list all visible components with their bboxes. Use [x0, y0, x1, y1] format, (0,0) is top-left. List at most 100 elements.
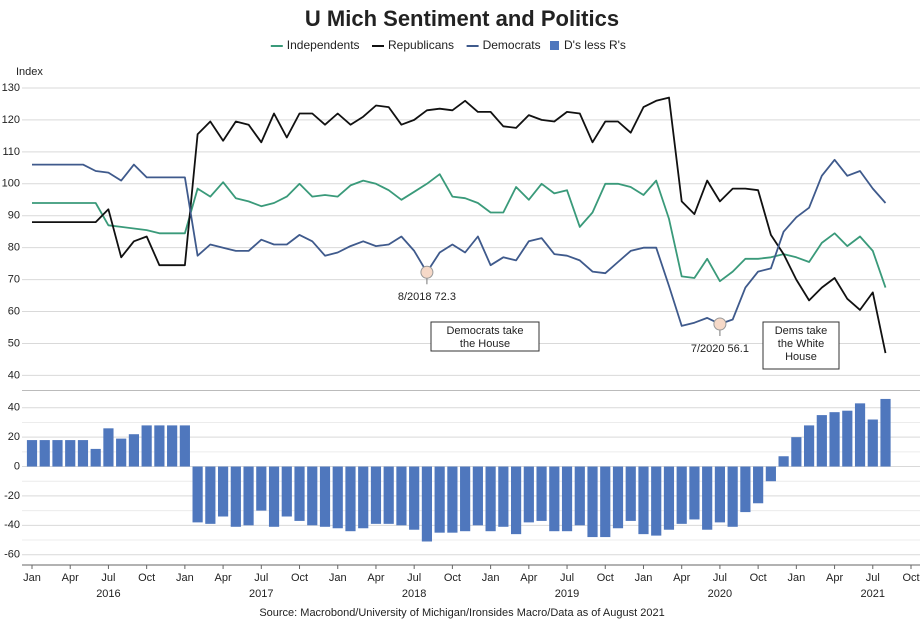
bar — [485, 466, 496, 532]
bar — [167, 425, 178, 467]
bar — [651, 466, 662, 536]
bar — [676, 466, 687, 524]
bar — [740, 466, 751, 513]
bar — [294, 466, 305, 521]
line-series — [32, 173, 887, 288]
x-year-label: 2021 — [861, 588, 885, 600]
y-tick-label: 110 — [2, 146, 20, 158]
legend-label: Democrats — [483, 38, 541, 52]
line-series — [32, 158, 887, 327]
annotation-text: the House — [460, 338, 510, 350]
bar — [842, 410, 853, 467]
bar — [26, 440, 38, 467]
bar — [230, 466, 241, 527]
y-tick-label: 60 — [8, 305, 20, 317]
annotation-frame — [430, 321, 540, 352]
bar — [434, 466, 445, 533]
bar — [332, 466, 343, 529]
legend-label: Independents — [287, 38, 360, 52]
bar — [307, 466, 318, 526]
x-tick-label: Jan — [23, 572, 41, 584]
y-tick-label: 120 — [2, 114, 20, 126]
bar — [600, 466, 611, 538]
legend-label: D's less R's — [564, 38, 626, 52]
bar — [625, 466, 636, 521]
y-tick-label: 40 — [8, 369, 20, 381]
x-tick-label: Apr — [826, 572, 843, 584]
source-note: Source: Macrobond/University of Michigan… — [259, 607, 664, 619]
bar — [370, 466, 382, 524]
bar — [256, 466, 267, 511]
bar — [612, 466, 624, 529]
x-tick-label: Apr — [367, 572, 384, 584]
bar — [268, 466, 280, 527]
bar — [587, 466, 598, 538]
x-tick-label: Jul — [101, 572, 115, 584]
bar — [791, 437, 802, 467]
bar — [727, 466, 738, 527]
annotation-marker — [420, 265, 434, 279]
line-series — [32, 96, 887, 354]
x-tick-label: Oct — [138, 572, 155, 584]
bar — [510, 466, 522, 535]
y-tick-label: 130 — [2, 82, 20, 94]
x-tick-label: Jul — [713, 572, 727, 584]
bar — [549, 466, 560, 532]
bar — [217, 466, 229, 517]
y2-tick-label: -60 — [4, 549, 20, 561]
annotation-text: Democrats take — [446, 325, 523, 337]
bar — [141, 425, 152, 467]
y-tick-label: 70 — [8, 274, 20, 286]
chart-title: U Mich Sentiment and Politics — [305, 6, 619, 31]
bar — [243, 466, 254, 526]
bar — [753, 466, 764, 504]
bar — [421, 466, 433, 542]
y2-tick-label: 0 — [14, 460, 20, 472]
bar — [765, 466, 776, 482]
bar — [498, 466, 509, 527]
bar — [880, 398, 891, 467]
bar — [854, 403, 866, 467]
y2-tick-label: 20 — [8, 431, 20, 443]
bar — [39, 440, 50, 467]
y2-tick-label: -20 — [4, 490, 20, 502]
x-tick-label: Jul — [407, 572, 421, 584]
bar — [867, 419, 878, 467]
bar — [472, 466, 483, 526]
bar — [778, 456, 789, 467]
bar — [345, 466, 356, 532]
bar — [65, 440, 76, 467]
bar — [689, 466, 700, 520]
bar — [116, 438, 127, 467]
x-tick-label: Jan — [329, 572, 347, 584]
x-year-label: 2017 — [249, 588, 273, 600]
x-year-label: 2016 — [96, 588, 120, 600]
bar — [638, 466, 649, 535]
y2-tick-label: 40 — [8, 402, 20, 414]
bar — [409, 466, 420, 530]
x-year-label: 2018 — [402, 588, 426, 600]
y-tick-label: 50 — [8, 337, 20, 349]
x-tick-label: Oct — [902, 572, 919, 584]
bar — [205, 466, 216, 524]
x-year-label: 2019 — [555, 588, 579, 600]
bar — [523, 466, 534, 523]
bar — [179, 425, 190, 467]
annotation-label: 7/2020 56.1 — [691, 343, 749, 355]
x-tick-label: Jul — [560, 572, 574, 584]
bar — [714, 466, 726, 523]
x-tick-label: Jan — [635, 572, 653, 584]
y-axis-label: Index — [16, 66, 43, 78]
x-tick-label: Oct — [750, 572, 767, 584]
annotation-text: the White — [778, 338, 824, 350]
bar — [396, 466, 407, 526]
y-tick-label: 100 — [2, 178, 20, 190]
bar — [77, 440, 89, 467]
x-tick-label: Jan — [482, 572, 500, 584]
x-year-label: 2020 — [708, 588, 732, 600]
bar — [574, 466, 585, 526]
x-tick-label: Jan — [787, 572, 805, 584]
bar — [154, 425, 165, 467]
